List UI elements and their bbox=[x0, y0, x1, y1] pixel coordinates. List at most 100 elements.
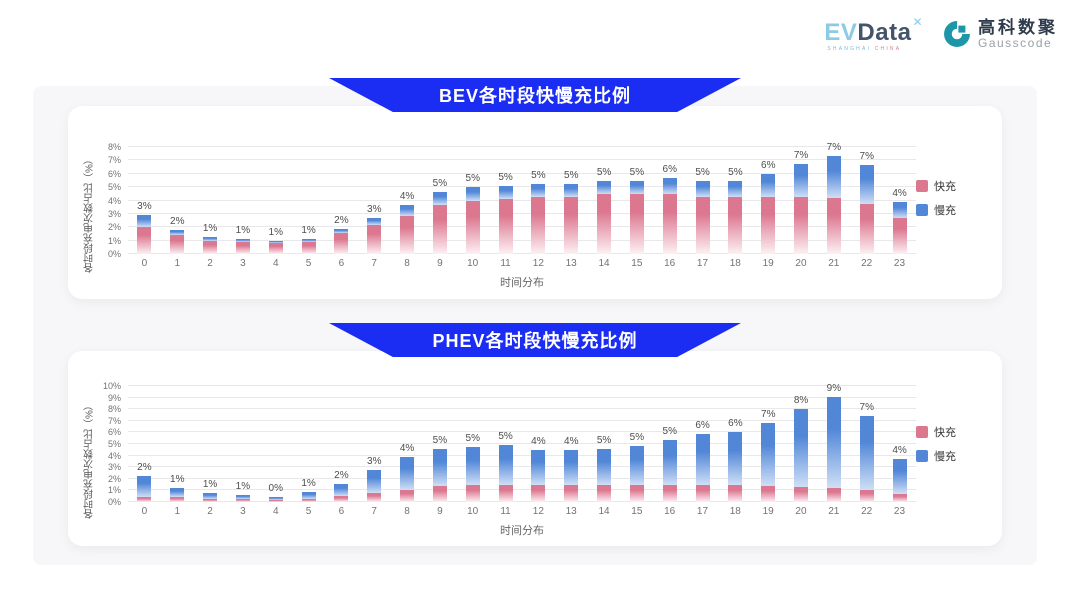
slow-charge-segment[interactable] bbox=[564, 183, 579, 197]
slow-charge-segment[interactable] bbox=[498, 185, 513, 200]
fast-charge-segment[interactable] bbox=[728, 197, 743, 254]
slow-charge-segment[interactable] bbox=[531, 184, 546, 198]
fast-charge-segment[interactable] bbox=[662, 484, 677, 502]
slow-charge-segment[interactable] bbox=[662, 178, 677, 194]
fast-charge-segment[interactable] bbox=[761, 485, 776, 502]
fast-charge-segment[interactable] bbox=[794, 486, 809, 502]
slow-charge-segment[interactable] bbox=[367, 217, 382, 225]
fast-charge-segment[interactable] bbox=[235, 499, 250, 502]
slow-charge-segment[interactable] bbox=[268, 241, 283, 244]
bar-hour-10[interactable] bbox=[465, 147, 480, 254]
slow-charge-segment[interactable] bbox=[794, 164, 809, 197]
bar-hour-12[interactable] bbox=[531, 386, 546, 502]
fast-charge-segment[interactable] bbox=[400, 490, 415, 502]
slow-charge-segment[interactable] bbox=[892, 201, 907, 218]
bar-hour-20[interactable] bbox=[794, 147, 809, 254]
slow-charge-segment[interactable] bbox=[465, 446, 480, 486]
fast-charge-segment[interactable] bbox=[531, 197, 546, 254]
fast-charge-segment[interactable] bbox=[137, 227, 152, 254]
fast-charge-segment[interactable] bbox=[400, 215, 415, 254]
slow-charge-segment[interactable] bbox=[334, 484, 349, 496]
bar-hour-11[interactable] bbox=[498, 147, 513, 254]
slow-charge-segment[interactable] bbox=[268, 496, 283, 500]
fast-charge-segment[interactable] bbox=[892, 217, 907, 254]
slow-charge-segment[interactable] bbox=[629, 181, 644, 195]
fast-charge-segment[interactable] bbox=[498, 484, 513, 502]
fast-charge-segment[interactable] bbox=[268, 499, 283, 502]
slow-charge-segment[interactable] bbox=[597, 181, 612, 194]
slow-charge-segment[interactable] bbox=[695, 433, 710, 486]
fast-charge-segment[interactable] bbox=[170, 497, 185, 502]
slow-charge-segment[interactable] bbox=[728, 181, 743, 198]
bar-hour-13[interactable] bbox=[564, 386, 579, 502]
bar-hour-6[interactable] bbox=[334, 147, 349, 254]
bar-hour-0[interactable] bbox=[137, 147, 152, 254]
bar-hour-4[interactable] bbox=[268, 386, 283, 502]
fast-charge-segment[interactable] bbox=[794, 196, 809, 254]
slow-charge-segment[interactable] bbox=[170, 229, 185, 236]
slow-charge-segment[interactable] bbox=[761, 423, 776, 486]
bar-hour-7[interactable] bbox=[367, 147, 382, 254]
fast-charge-segment[interactable] bbox=[334, 232, 349, 254]
slow-charge-segment[interactable] bbox=[859, 415, 874, 491]
bar-hour-16[interactable] bbox=[662, 147, 677, 254]
bar-hour-11[interactable] bbox=[498, 386, 513, 502]
bar-hour-20[interactable] bbox=[794, 386, 809, 502]
slow-charge-segment[interactable] bbox=[235, 495, 250, 500]
slow-charge-segment[interactable] bbox=[695, 181, 710, 197]
fast-charge-segment[interactable] bbox=[367, 224, 382, 254]
fast-charge-segment[interactable] bbox=[465, 485, 480, 502]
slow-charge-segment[interactable] bbox=[137, 214, 152, 228]
bar-hour-14[interactable] bbox=[597, 147, 612, 254]
slow-charge-segment[interactable] bbox=[465, 187, 480, 201]
bar-hour-21[interactable] bbox=[826, 386, 841, 502]
fast-charge-segment[interactable] bbox=[465, 200, 480, 254]
bar-hour-13[interactable] bbox=[564, 147, 579, 254]
fast-charge-segment[interactable] bbox=[597, 485, 612, 502]
bar-hour-5[interactable] bbox=[301, 147, 316, 254]
fast-charge-segment[interactable] bbox=[334, 495, 349, 502]
fast-charge-segment[interactable] bbox=[432, 204, 447, 254]
fast-charge-segment[interactable] bbox=[137, 496, 152, 502]
fast-charge-segment[interactable] bbox=[826, 197, 841, 254]
slow-charge-segment[interactable] bbox=[597, 449, 612, 486]
bar-hour-23[interactable] bbox=[892, 147, 907, 254]
fast-charge-segment[interactable] bbox=[892, 493, 907, 502]
slow-charge-segment[interactable] bbox=[235, 238, 250, 242]
fast-charge-segment[interactable] bbox=[498, 199, 513, 254]
bar-hour-2[interactable] bbox=[203, 147, 218, 254]
bar-hour-3[interactable] bbox=[235, 386, 250, 502]
bar-hour-19[interactable] bbox=[761, 386, 776, 502]
slow-charge-segment[interactable] bbox=[826, 397, 841, 489]
slow-charge-segment[interactable] bbox=[498, 444, 513, 485]
slow-charge-segment[interactable] bbox=[662, 439, 677, 485]
bar-hour-2[interactable] bbox=[203, 386, 218, 502]
fast-charge-segment[interactable] bbox=[728, 485, 743, 502]
fast-charge-segment[interactable] bbox=[268, 243, 283, 254]
slow-charge-segment[interactable] bbox=[432, 192, 447, 205]
fast-charge-segment[interactable] bbox=[531, 485, 546, 502]
fast-charge-segment[interactable] bbox=[695, 196, 710, 254]
slow-charge-segment[interactable] bbox=[432, 449, 447, 486]
bar-hour-15[interactable] bbox=[629, 147, 644, 254]
bar-hour-3[interactable] bbox=[235, 147, 250, 254]
fast-charge-segment[interactable] bbox=[859, 203, 874, 254]
slow-charge-segment[interactable] bbox=[301, 492, 316, 499]
fast-charge-segment[interactable] bbox=[597, 193, 612, 254]
slow-charge-segment[interactable] bbox=[400, 456, 415, 491]
slow-charge-segment[interactable] bbox=[367, 470, 382, 493]
slow-charge-segment[interactable] bbox=[859, 165, 874, 204]
fast-charge-segment[interactable] bbox=[761, 197, 776, 254]
slow-charge-segment[interactable] bbox=[170, 488, 185, 498]
bar-hour-0[interactable] bbox=[137, 386, 152, 502]
slow-charge-segment[interactable] bbox=[629, 445, 644, 485]
fast-charge-segment[interactable] bbox=[235, 241, 250, 254]
fast-charge-segment[interactable] bbox=[564, 196, 579, 254]
bar-hour-14[interactable] bbox=[597, 386, 612, 502]
bar-hour-17[interactable] bbox=[695, 147, 710, 254]
bar-hour-22[interactable] bbox=[859, 147, 874, 254]
slow-charge-segment[interactable] bbox=[826, 156, 841, 198]
slow-charge-segment[interactable] bbox=[334, 228, 349, 233]
bar-hour-1[interactable] bbox=[170, 147, 185, 254]
fast-charge-segment[interactable] bbox=[367, 492, 382, 502]
